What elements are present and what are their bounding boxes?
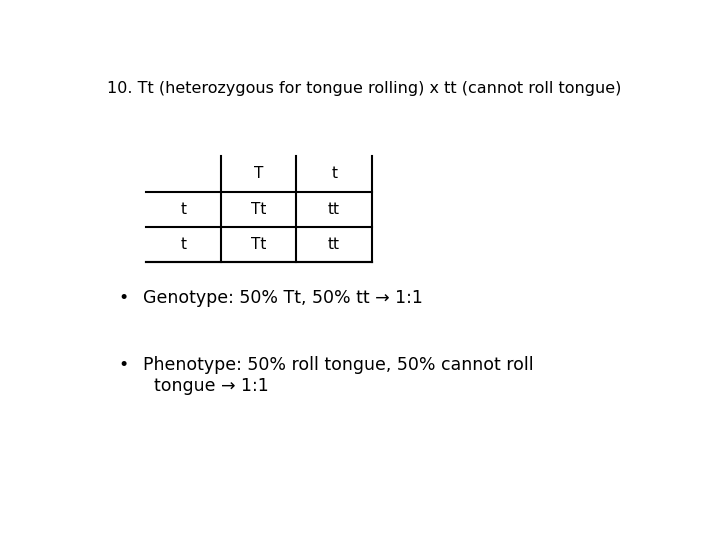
- Text: Genotype: 50% Tt, 50% tt → 1:1: Genotype: 50% Tt, 50% tt → 1:1: [143, 289, 423, 307]
- Text: Tt: Tt: [251, 237, 266, 252]
- Text: Phenotype: 50% roll tongue, 50% cannot roll
  tongue → 1:1: Phenotype: 50% roll tongue, 50% cannot r…: [143, 356, 534, 395]
- Text: T: T: [254, 166, 264, 181]
- Text: •: •: [118, 289, 128, 307]
- Text: tt: tt: [328, 237, 340, 252]
- Text: •: •: [118, 356, 128, 374]
- Text: t: t: [181, 202, 186, 217]
- Text: t: t: [181, 237, 186, 252]
- Text: 10. Tt (heterozygous for tongue rolling) x tt (cannot roll tongue): 10. Tt (heterozygous for tongue rolling)…: [107, 82, 621, 97]
- Text: t: t: [331, 166, 337, 181]
- Text: tt: tt: [328, 202, 340, 217]
- Text: Tt: Tt: [251, 202, 266, 217]
